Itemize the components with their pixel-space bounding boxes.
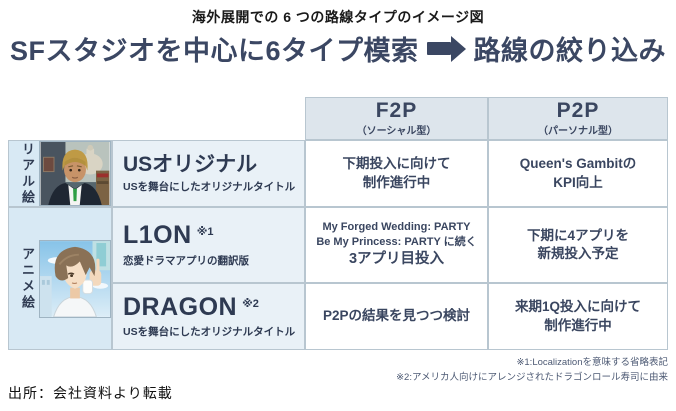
row-title-description: 恋愛ドラマアプリの翻訳版	[123, 254, 249, 267]
row-title-name: DRAGON	[123, 292, 238, 321]
route-type-comparison-table: F2P （ソーシャル型） P2P （パーソナル型） リアル絵	[8, 97, 668, 350]
row-title-description: USを舞台にしたオリジナルタイトル	[123, 181, 296, 194]
page-subtitle: 海外展開での 6 つの路線タイプのイメージ図	[191, 9, 485, 25]
cell-l1on-f2p-main: 3アプリ目投入	[348, 251, 445, 268]
footnotes: ※1:Localizationを意味する省略表記 ※2:アメリカ人向けにアレンジ…	[396, 356, 668, 385]
page-title: SFスタジオを中心に6タイプ模索 路線の絞り込み	[0, 29, 676, 68]
realistic-3d-male-portrait-image	[39, 141, 111, 206]
row-title-description: USを舞台にしたオリジナルタイトル	[123, 326, 296, 339]
row-title-name: USオリジナル	[123, 152, 258, 176]
anime-male-portrait-image	[39, 239, 111, 318]
cell-us-original-p2p: Queen's Gambitの KPI向上	[488, 140, 668, 207]
row-title: USオリジナル	[123, 153, 304, 176]
row-title-name: L1ON	[123, 221, 192, 250]
column-header-p2p: P2P （パーソナル型）	[488, 97, 668, 140]
cell-us-original-f2p: 下期投入に向けて 制作進行中	[305, 140, 488, 207]
cell-l1on-p2p: 下期に4アプリを 新規投入予定	[488, 207, 668, 283]
page-title-left: SFスタジオを中心に6タイプ模索	[9, 36, 419, 66]
column-header-sublabel: （パーソナル型）	[538, 126, 618, 138]
row-title-footnote-marker: ※1	[196, 226, 214, 239]
cell-l1on-f2p: My Forged Wedding: PARTY Be My Princess:…	[305, 207, 488, 283]
row-title-dragon: DRAGON ※2 USを舞台にしたオリジナルタイトル	[112, 283, 305, 350]
row-title: DRAGON ※2	[123, 292, 304, 322]
row-group-real-art: リアル絵	[8, 140, 112, 207]
footnote-2: ※2:アメリカ人向けにアレンジされたドラゴンロール寿司に由来	[396, 371, 668, 383]
column-header-label: F2P	[375, 98, 418, 122]
cell-l1on-f2p-detail: My Forged Wedding: PARTY Be My Princess:…	[316, 221, 477, 248]
row-group-anime-art: アニメ絵	[8, 207, 112, 350]
footnote-1: ※1:Localizationを意味する省略表記	[516, 357, 668, 368]
row-group-label: リアル絵	[20, 141, 35, 206]
row-title-footnote-marker: ※2	[242, 297, 259, 310]
page-title-right: 路線の絞り込み	[473, 36, 667, 66]
column-header-f2p: F2P （ソーシャル型）	[305, 97, 488, 140]
column-header-sublabel: （ソーシャル型）	[356, 126, 437, 138]
source-attribution: 出所：会社資料より転載	[8, 385, 173, 401]
cell-dragon-f2p: P2Pの結果を見つつ検討	[305, 283, 488, 350]
cell-dragon-p2p: 来期1Q投入に向けて 制作進行中	[488, 283, 668, 350]
row-title-l1on: L1ON ※1 恋愛ドラマアプリの翻訳版	[112, 207, 305, 283]
right-arrow-icon	[426, 35, 466, 62]
column-header-label: P2P	[556, 98, 600, 122]
row-title: L1ON ※1	[123, 222, 304, 250]
row-group-label: アニメ絵	[20, 246, 35, 311]
row-title-us-original: USオリジナル USを舞台にしたオリジナルタイトル	[112, 140, 305, 207]
